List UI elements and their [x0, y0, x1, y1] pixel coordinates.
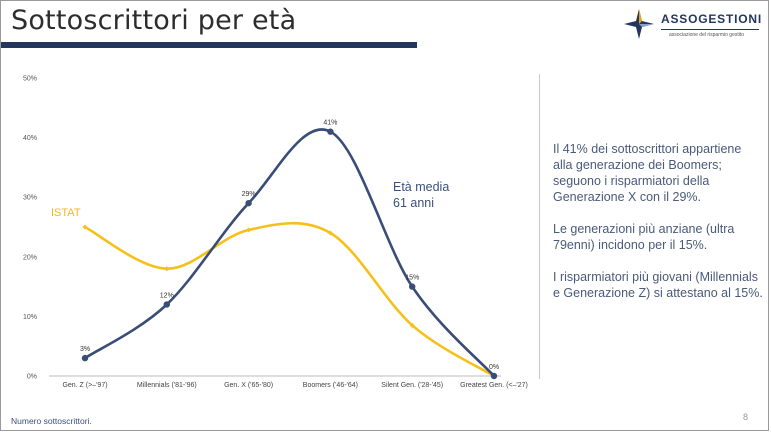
commentary-paragraph: Il 41% dei sottoscrittori appartiene all…	[553, 142, 742, 204]
x-tick-label: Greatest Gen. (<–'27)	[460, 382, 528, 389]
logo-tagline: associazione del risparmio gestito	[669, 32, 745, 38]
page-number: 8	[743, 412, 749, 422]
subscribers-point	[81, 354, 89, 362]
y-tick-label: 40%	[23, 135, 37, 142]
y-axis: 0% 10% 20% 30% 40% 50%	[23, 76, 37, 381]
subscribers-point	[163, 301, 170, 308]
y-tick-label: 0%	[27, 374, 37, 381]
x-tick-label: Gen. X ('65-'80)	[224, 382, 273, 389]
x-tick-label: Millennials ('81-'96)	[137, 382, 197, 389]
subscribers-point	[245, 199, 252, 207]
subscribers-point	[327, 128, 334, 135]
data-label: 29%	[242, 191, 256, 198]
assogestioni-logo: ASSOGESTIONI associazione del risparmio …	[621, 7, 761, 43]
data-label: 41%	[323, 120, 337, 127]
y-tick-label: 50%	[23, 76, 37, 83]
commentary-paragraph: I risparmiatori più giovani (Millennials…	[553, 270, 763, 300]
side-commentary: Il 41% dei sottoscrittori appartiene all…	[553, 141, 763, 317]
footnote: Numero sottoscrittori.	[11, 416, 92, 426]
subscribers-point	[409, 283, 416, 290]
data-label: 3%	[80, 346, 90, 353]
y-tick-label: 30%	[23, 195, 37, 202]
istat-point	[164, 266, 170, 272]
data-label: 0%	[489, 364, 499, 371]
data-label: 15%	[405, 275, 419, 282]
istat-series-line	[83, 221, 496, 378]
logo-divider	[661, 29, 759, 30]
star-logo-icon	[624, 9, 654, 39]
commentary-paragraph: Le generazioni più anziane (ultra 79enni…	[553, 222, 735, 252]
line-chart: 0% 10% 20% 30% 40% 50% Gen. Z (>–'97) Millenni…	[23, 76, 528, 390]
istat-point	[409, 322, 415, 328]
title-underline	[1, 42, 417, 48]
y-tick-label: 10%	[23, 314, 37, 321]
x-tick-label: Gen. Z (>–'97)	[62, 382, 107, 389]
side-divider	[539, 74, 540, 379]
page-title: Sottoscrittori per età	[11, 5, 297, 36]
x-axis: Gen. Z (>–'97) Millennials ('81-'96) Gen. …	[62, 382, 527, 389]
series-group: 3% 12% 29% 41% 15% 0%	[80, 120, 499, 380]
x-tick-label: Boomers ('46-'64)	[303, 382, 358, 389]
subscribers-point	[490, 372, 498, 380]
y-tick-label: 20%	[23, 254, 37, 261]
istat-point	[327, 230, 333, 236]
istat-point	[246, 227, 252, 233]
x-tick-label: Silent Gen. ('28-'45)	[381, 382, 443, 389]
data-label: 12%	[160, 292, 174, 299]
istat-point	[82, 224, 88, 230]
average-age-line2: 61 anni	[393, 196, 434, 210]
istat-series-label: ISTAT	[51, 207, 81, 219]
average-age-line1: Età media	[393, 180, 449, 194]
subscribers-series-line	[83, 128, 496, 378]
logo-name: ASSOGESTIONI	[661, 12, 762, 26]
